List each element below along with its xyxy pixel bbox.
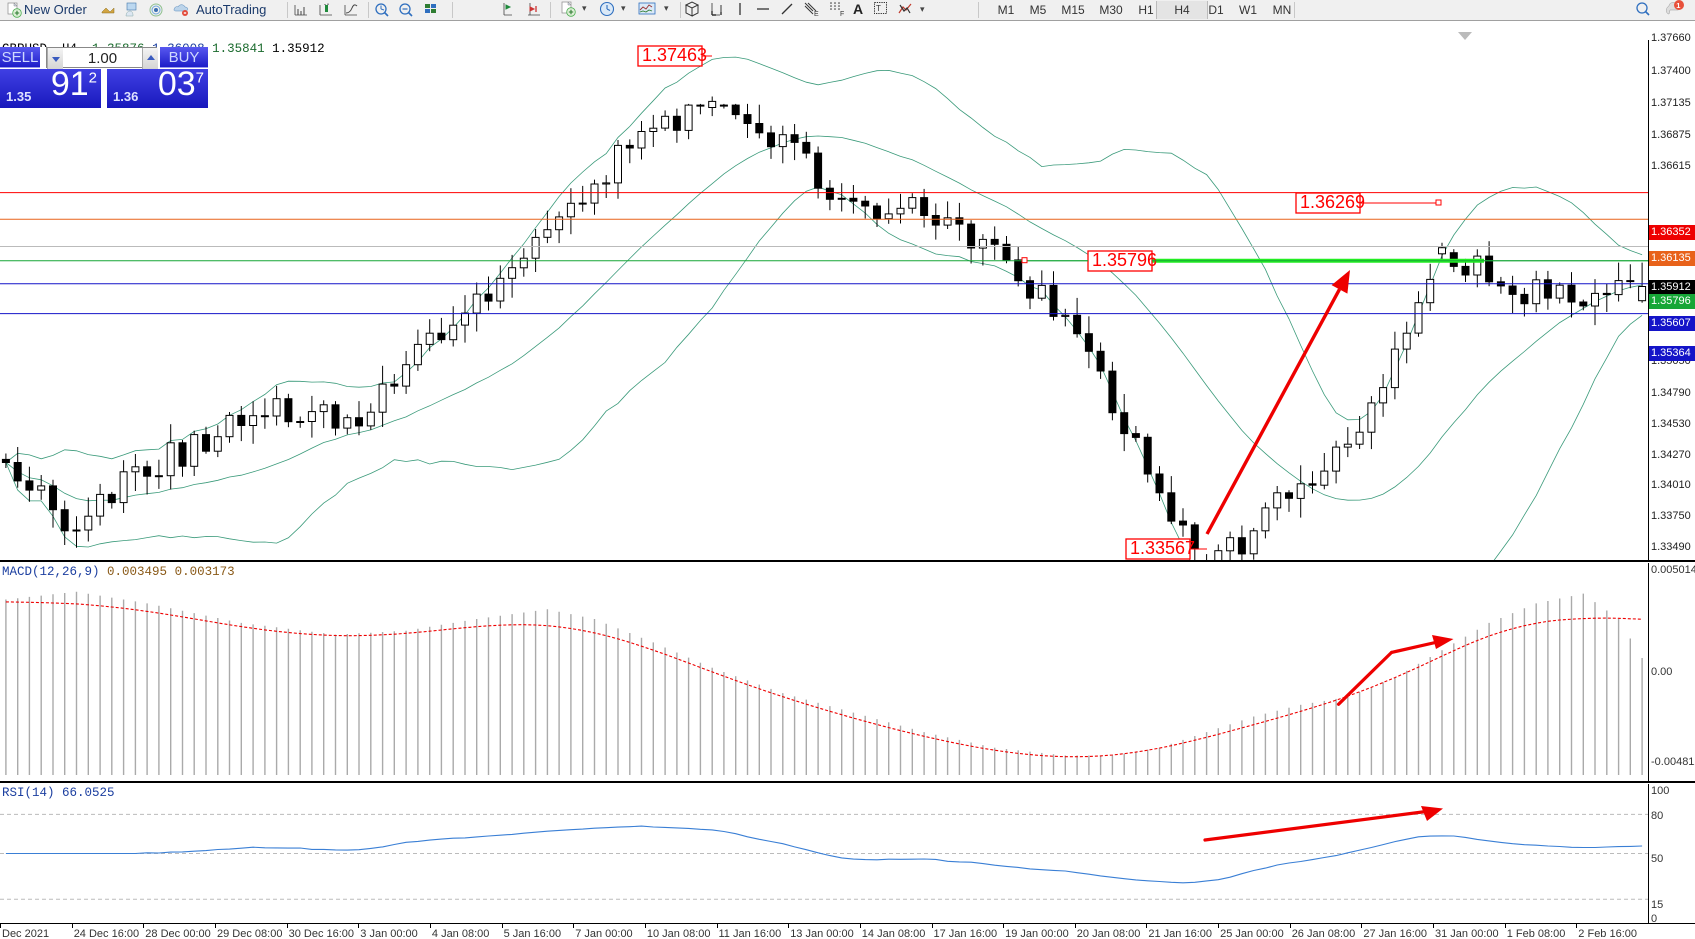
svg-text:T: T [876,4,881,13]
svg-text:1.36269: 1.36269 [1300,192,1365,212]
svg-text:1.33567: 1.33567 [1130,538,1195,558]
svg-text:1: 1 [1676,1,1680,10]
svg-text:E: E [814,11,819,17]
svg-text:1.35796: 1.35796 [1092,250,1157,270]
svg-text:1.37463: 1.37463 [642,45,707,65]
svg-text:F: F [840,11,844,17]
